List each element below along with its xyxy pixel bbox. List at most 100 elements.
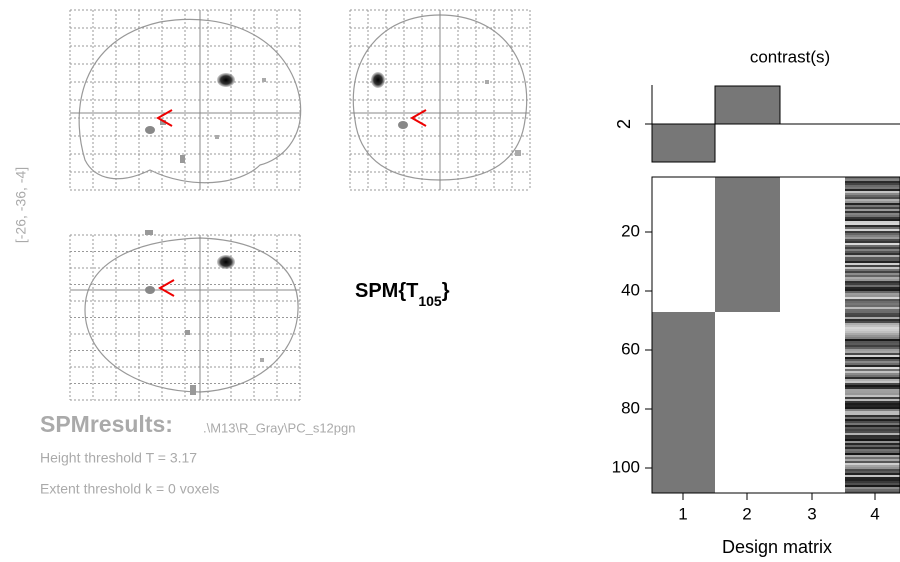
stripe	[845, 319, 900, 321]
stripe	[845, 257, 900, 259]
stripe	[845, 377, 900, 379]
stripe	[845, 229, 900, 231]
x-axis-label: Design matrix	[722, 537, 832, 557]
stripe	[845, 193, 900, 195]
stripe	[845, 177, 900, 179]
stripe	[845, 307, 900, 309]
stripe	[845, 223, 900, 225]
stripe	[845, 357, 900, 359]
stripe	[845, 277, 900, 279]
stripe	[845, 255, 900, 257]
stripe	[845, 375, 900, 377]
stripe	[845, 225, 900, 227]
statistic: SPM{T105}	[355, 280, 450, 308]
stripe	[845, 387, 900, 389]
stripe	[845, 385, 900, 387]
stripe	[845, 483, 900, 485]
stripe	[845, 433, 900, 435]
stripe	[845, 399, 900, 401]
glass-brain-sagittal	[69, 9, 302, 191]
stripe	[845, 431, 900, 433]
stripe	[845, 241, 900, 243]
stripe	[845, 293, 900, 295]
stripe	[845, 201, 900, 203]
stripe	[845, 337, 900, 339]
stripe	[845, 417, 900, 419]
stripe	[845, 249, 900, 251]
stripe	[845, 393, 900, 395]
stripe	[845, 421, 900, 423]
stripe	[845, 407, 900, 409]
stripe	[845, 329, 900, 331]
stripe	[845, 491, 900, 493]
stripe	[845, 411, 900, 413]
stripe	[845, 345, 900, 347]
stripe	[845, 397, 900, 399]
stripe	[845, 287, 900, 289]
regressor	[652, 312, 715, 493]
stripe	[845, 467, 900, 469]
stripe	[845, 275, 900, 277]
stripe	[845, 353, 900, 355]
stripe	[845, 303, 900, 305]
stripe	[845, 197, 900, 199]
stripe	[845, 269, 900, 271]
stripe	[845, 295, 900, 297]
stripe	[845, 265, 900, 267]
stripe	[845, 315, 900, 317]
stripe	[845, 371, 900, 373]
stripe	[845, 379, 900, 381]
stripe	[845, 349, 900, 351]
stripe	[845, 313, 900, 315]
stripe	[845, 401, 900, 403]
stripe	[845, 239, 900, 241]
design-matrix	[651, 176, 900, 494]
stripe	[845, 469, 900, 471]
stripe	[845, 429, 900, 431]
stripe	[845, 189, 900, 191]
stripe	[845, 185, 900, 187]
stripe	[845, 253, 900, 255]
contrast-bar	[651, 123, 716, 163]
y-tick-label: 100	[612, 457, 640, 476]
stripe	[845, 423, 900, 425]
stripe	[845, 365, 900, 367]
stripe	[845, 183, 900, 185]
stripe	[845, 413, 900, 415]
extent-threshold: Extent threshold k = 0 voxels	[40, 481, 219, 497]
stripe	[845, 211, 900, 213]
stripe	[845, 323, 900, 325]
y-tick-label: 40	[621, 280, 640, 299]
stripe	[845, 489, 900, 491]
stripe	[845, 485, 900, 487]
stripe	[845, 203, 900, 205]
stripe	[845, 321, 900, 323]
stripe	[845, 215, 900, 217]
stripe	[845, 187, 900, 189]
stripe	[845, 233, 900, 235]
stripe	[845, 415, 900, 417]
stripe	[845, 339, 900, 341]
stripe	[845, 351, 900, 353]
statistic-prefix: SPM{T	[355, 280, 418, 302]
stripe	[845, 305, 900, 307]
stripe	[845, 271, 900, 273]
stripe	[845, 199, 900, 201]
stripe	[845, 273, 900, 275]
results-path: .\M13\R_Gray\PC_s12pgn	[203, 420, 355, 435]
stripe	[845, 289, 900, 291]
contrast-bar	[714, 85, 781, 125]
stripe	[845, 335, 900, 337]
stripe	[845, 309, 900, 311]
stripe	[845, 383, 900, 385]
stripe	[845, 447, 900, 449]
stripe	[845, 439, 900, 441]
stripe	[845, 247, 900, 249]
stripe	[845, 347, 900, 349]
stripe	[845, 409, 900, 411]
regressor	[715, 177, 780, 312]
stripe	[845, 395, 900, 397]
height-threshold: Height threshold T = 3.17	[40, 450, 197, 466]
stripe	[845, 369, 900, 371]
stripe	[845, 381, 900, 383]
